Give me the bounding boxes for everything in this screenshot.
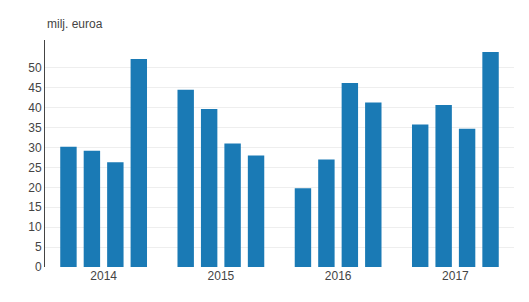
svg-text:45: 45: [28, 81, 42, 95]
svg-text:5: 5: [35, 240, 42, 254]
svg-text:2016: 2016: [325, 269, 352, 283]
svg-text:30: 30: [28, 141, 42, 155]
svg-text:10: 10: [28, 220, 42, 234]
svg-text:25: 25: [28, 161, 42, 175]
svg-text:50: 50: [28, 61, 42, 75]
svg-text:20: 20: [28, 181, 42, 195]
svg-text:2015: 2015: [208, 269, 235, 283]
svg-text:0: 0: [35, 260, 42, 274]
svg-text:15: 15: [28, 200, 42, 214]
svg-text:2014: 2014: [90, 269, 117, 283]
svg-text:35: 35: [28, 121, 42, 135]
svg-text:milj. euroa: milj. euroa: [47, 17, 103, 31]
svg-text:40: 40: [28, 101, 42, 115]
svg-text:2017: 2017: [442, 269, 469, 283]
